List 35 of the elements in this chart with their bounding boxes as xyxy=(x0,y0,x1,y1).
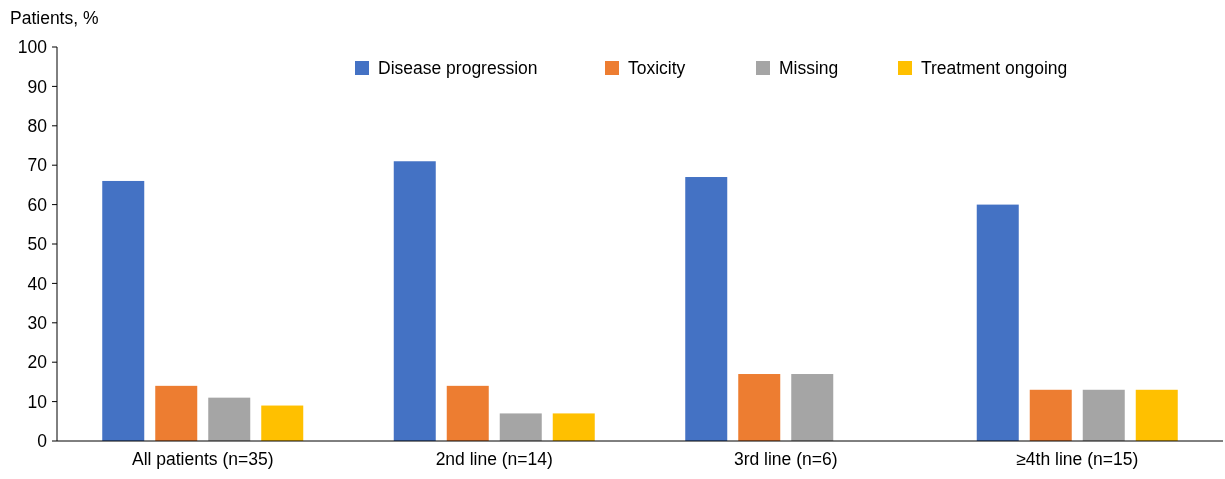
y-tick-label: 40 xyxy=(27,273,48,294)
x-tick-label: 3rd line (n=6) xyxy=(733,449,838,469)
y-tick-label: 70 xyxy=(27,155,48,176)
x-tick-label: All patients (n=35) xyxy=(131,449,274,469)
y-tick-label: 30 xyxy=(27,312,48,333)
y-tick-label: 50 xyxy=(27,234,48,255)
y-tick-label: 90 xyxy=(27,76,48,97)
legend-label: Missing xyxy=(779,58,839,79)
bar xyxy=(446,385,489,441)
legend-label: Treatment ongoing xyxy=(921,58,1068,79)
y-tick-label: 80 xyxy=(27,115,48,136)
bar xyxy=(1029,389,1072,441)
legend-label: Disease progression xyxy=(378,58,538,79)
x-tick-label: ≥4th line (n=15) xyxy=(1016,449,1139,469)
bar xyxy=(208,397,251,441)
y-tick-label: 100 xyxy=(17,37,48,58)
bar xyxy=(685,177,728,441)
y-tick-label: 20 xyxy=(27,352,48,373)
y-tick-label: 0 xyxy=(37,431,48,452)
x-tick-label: 2nd line (n=14) xyxy=(435,449,553,469)
legend-label: Toxicity xyxy=(628,58,686,79)
bar xyxy=(1082,389,1125,441)
bar xyxy=(552,413,595,441)
bar xyxy=(791,374,834,441)
bar xyxy=(261,405,304,441)
y-tick-label: 60 xyxy=(27,194,48,215)
y-tick-label: 10 xyxy=(27,391,48,412)
bar xyxy=(1135,389,1178,441)
y-axis-title: Patients, % xyxy=(10,8,99,28)
bar xyxy=(393,161,436,441)
bar xyxy=(976,204,1019,441)
bar xyxy=(155,385,198,441)
bar xyxy=(499,413,542,441)
bar xyxy=(102,180,145,441)
bar xyxy=(738,374,781,441)
